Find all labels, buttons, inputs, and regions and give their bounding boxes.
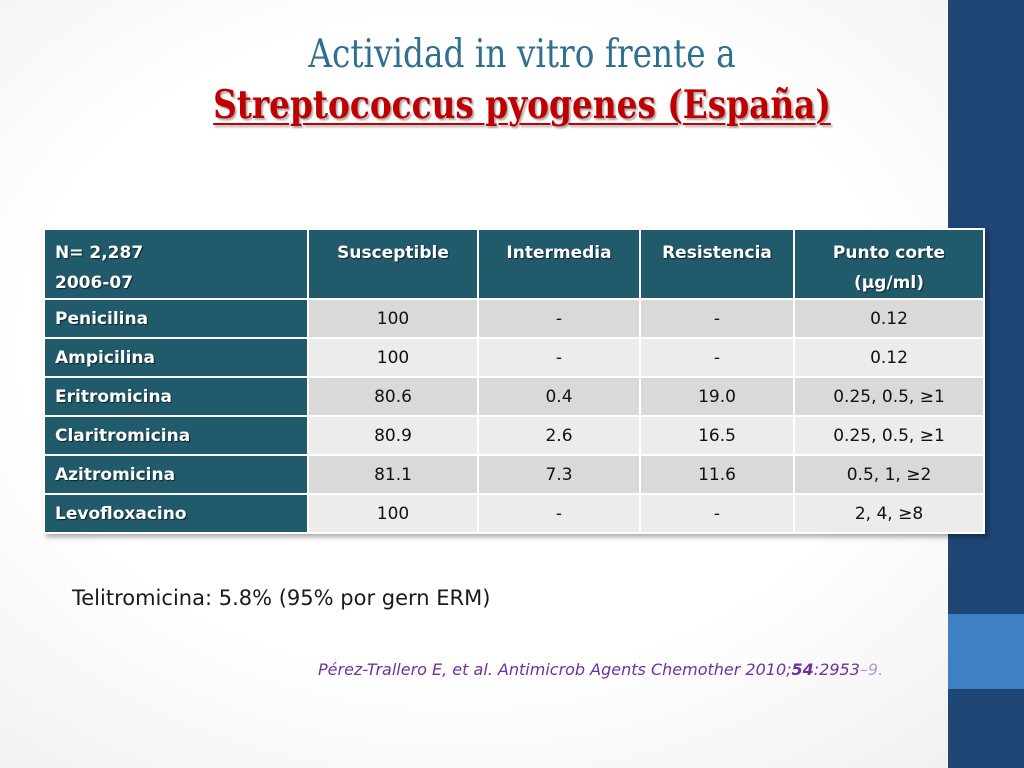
telitromicina-note: Telitromicina: 5.8% (95% por gern ERM) bbox=[72, 586, 491, 610]
table-row: Levofloxacino 100 - - 2, 4, ≥8 bbox=[43, 493, 985, 534]
punto-corte-value: 0.25, 0.5, ≥1 bbox=[793, 376, 985, 417]
susceptible-value: 80.9 bbox=[307, 415, 479, 456]
resistencia-value: 19.0 bbox=[639, 376, 795, 417]
resistencia-value: 11.6 bbox=[639, 454, 795, 495]
drug-name: Penicilina bbox=[43, 298, 309, 339]
susceptible-value: 100 bbox=[307, 493, 479, 534]
resistencia-value: - bbox=[639, 298, 795, 339]
citation-prefix: Pérez-Trallero E, et al. Antimicrob Agen… bbox=[318, 660, 792, 679]
intermedia-value: - bbox=[477, 493, 641, 534]
intermedia-value: - bbox=[477, 337, 641, 378]
table-row: Penicilina 100 - - 0.12 bbox=[43, 298, 985, 339]
resistencia-value: - bbox=[639, 493, 795, 534]
punto-corte-value: 0.12 bbox=[793, 298, 985, 339]
drug-name: Eritromicina bbox=[43, 376, 309, 417]
susceptible-value: 100 bbox=[307, 298, 479, 339]
drug-name: Ampicilina bbox=[43, 337, 309, 378]
header-intermedia-label: Intermedia bbox=[506, 243, 612, 263]
header-punto-corte-label: Punto corte bbox=[832, 243, 946, 263]
header-resistencia-label: Resistencia bbox=[662, 243, 772, 263]
citation-page-end: –9. bbox=[859, 660, 884, 679]
resistencia-value: 16.5 bbox=[639, 415, 795, 456]
table-row: Ampicilina 100 - - 0.12 bbox=[43, 337, 985, 378]
table-corner-header: N= 2,287 2006-07 bbox=[43, 228, 309, 300]
title-line-1: Actividad in vitro frente a bbox=[308, 32, 736, 77]
header-susceptible-label: Susceptible bbox=[337, 243, 449, 263]
punto-corte-value: 2, 4, ≥8 bbox=[793, 493, 985, 534]
header-resistencia: Resistencia bbox=[639, 228, 795, 300]
susceptibility-table: N= 2,287 2006-07 Susceptible Intermedia … bbox=[43, 228, 985, 534]
table-row: Eritromicina 80.6 0.4 19.0 0.25, 0.5, ≥1 bbox=[43, 376, 985, 417]
sample-size-label: N= 2,287 bbox=[55, 243, 144, 263]
header-punto-corte: Punto corte (µg/ml) bbox=[793, 228, 985, 300]
intermedia-value: 0.4 bbox=[477, 376, 641, 417]
table-row: Azitromicina 81.1 7.3 11.6 0.5, 1, ≥2 bbox=[43, 454, 985, 495]
punto-corte-value: 0.5, 1, ≥2 bbox=[793, 454, 985, 495]
intermedia-value: - bbox=[477, 298, 641, 339]
susceptible-value: 100 bbox=[307, 337, 479, 378]
susceptible-value: 80.6 bbox=[307, 376, 479, 417]
drug-name: Claritromicina bbox=[43, 415, 309, 456]
slide-title: Actividad in vitro frente a Streptococcu… bbox=[84, 30, 961, 138]
table-header-row: N= 2,287 2006-07 Susceptible Intermedia … bbox=[43, 228, 985, 300]
table-row: Claritromicina 80.9 2.6 16.5 0.25, 0.5, … bbox=[43, 415, 985, 456]
intermedia-value: 7.3 bbox=[477, 454, 641, 495]
susceptible-value: 81.1 bbox=[307, 454, 479, 495]
citation-volume: 54 bbox=[791, 660, 814, 679]
header-punto-corte-unit: (µg/ml) bbox=[854, 273, 924, 293]
side-bar-accent-decoration bbox=[948, 614, 1024, 689]
header-susceptible: Susceptible bbox=[307, 228, 479, 300]
drug-name: Azitromicina bbox=[43, 454, 309, 495]
period-label: 2006-07 bbox=[55, 273, 134, 293]
drug-name: Levofloxacino bbox=[43, 493, 309, 534]
resistencia-value: - bbox=[639, 337, 795, 378]
intermedia-value: 2.6 bbox=[477, 415, 641, 456]
punto-corte-value: 0.12 bbox=[793, 337, 985, 378]
citation: Pérez-Trallero E, et al. Antimicrob Agen… bbox=[318, 660, 883, 679]
title-line-2: Streptococcus pyogenes (España) bbox=[213, 82, 831, 128]
citation-pages: :2953 bbox=[813, 660, 860, 679]
punto-corte-value: 0.25, 0.5, ≥1 bbox=[793, 415, 985, 456]
header-intermedia: Intermedia bbox=[477, 228, 641, 300]
